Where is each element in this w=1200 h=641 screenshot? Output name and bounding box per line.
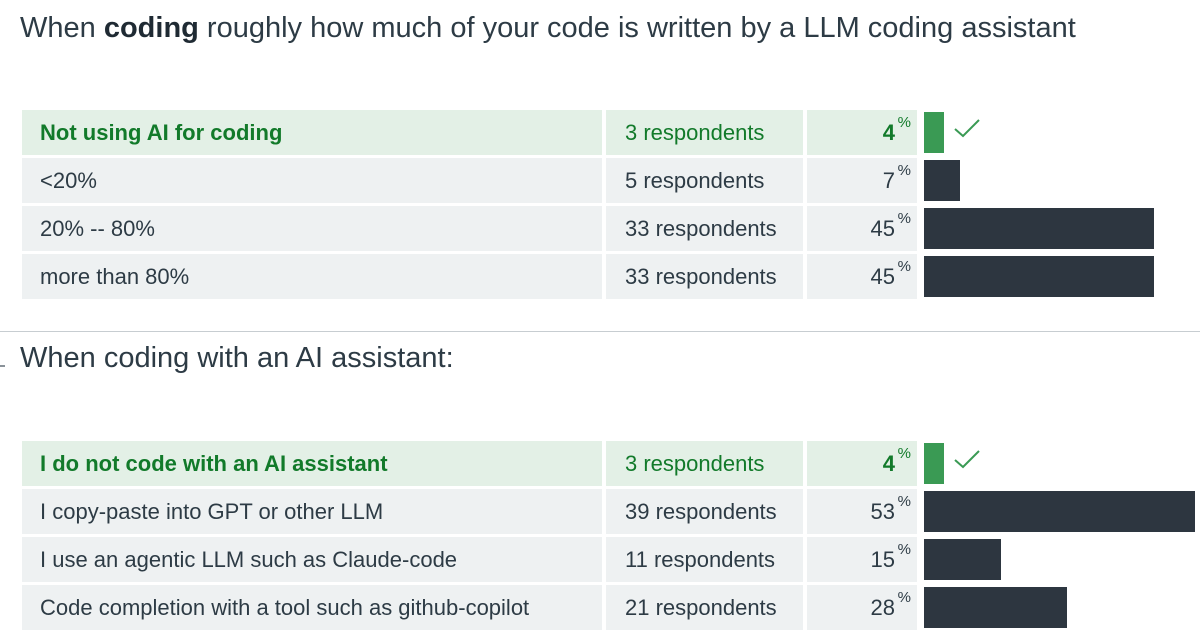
percent-sign: % (897, 493, 911, 510)
percent-sign: % (897, 541, 911, 558)
percent-bar (924, 443, 944, 484)
answer-label: Not using AI for coding (22, 110, 602, 155)
percent-sign: % (897, 114, 911, 131)
percent-sign: % (897, 210, 911, 227)
answer-row: Not using AI for coding 3 respondents 4% (22, 110, 1200, 158)
percent-cell: 45% (807, 254, 917, 299)
percent-value: 4 (882, 120, 895, 145)
respondent-count: 3 respondents (606, 110, 803, 155)
percent-value: 45 (870, 216, 895, 241)
answer-row: more than 80% 33 respondents 45% (22, 254, 1200, 302)
question-1-title-bold: coding (103, 12, 199, 44)
question-2-title: When coding with an AI assistant: (20, 340, 454, 376)
percent-cell: 4% (807, 441, 917, 486)
answer-row: <20% 5 respondents 7% (22, 158, 1200, 206)
question-1-title-prefix: When (20, 12, 104, 44)
answer-label: I use an agentic LLM such as Claude-code (22, 537, 602, 582)
question-2-title-prefix: When coding with an AI assistant: (20, 342, 454, 374)
question-1-title-suffix: roughly how much of your code is written… (198, 12, 1076, 44)
percent-sign: % (897, 162, 911, 179)
section-marker (0, 365, 5, 367)
answer-label: Code completion with a tool such as gith… (22, 585, 602, 630)
respondent-count: 3 respondents (606, 441, 803, 486)
respondent-count: 21 respondents (606, 585, 803, 630)
percent-bar (924, 160, 960, 201)
percent-cell: 7% (807, 158, 917, 203)
checkmark-icon (954, 119, 980, 138)
percent-bar (924, 112, 944, 153)
percent-cell: 45% (807, 206, 917, 251)
checkmark-icon (954, 450, 980, 469)
percent-bar (924, 491, 1195, 532)
answer-row: 20% -- 80% 33 respondents 45% (22, 206, 1200, 254)
percent-value: 28 (870, 595, 895, 620)
answer-row: I do not code with an AI assistant 3 resp… (22, 441, 1200, 489)
answer-label: <20% (22, 158, 602, 203)
answer-label: I do not code with an AI assistant (22, 441, 602, 486)
percent-value: 4 (882, 451, 895, 476)
percent-bar (924, 256, 1154, 297)
respondent-count: 33 respondents (606, 206, 803, 251)
question-1-title: When coding roughly how much of your cod… (20, 10, 1076, 46)
percent-bar (924, 208, 1154, 249)
section-divider (0, 331, 1200, 332)
respondent-count: 39 respondents (606, 489, 803, 534)
percent-cell: 53% (807, 489, 917, 534)
answer-label: more than 80% (22, 254, 602, 299)
answer-row: I use an agentic LLM such as Claude-code… (22, 537, 1200, 585)
percent-cell: 15% (807, 537, 917, 582)
answer-label: I copy-paste into GPT or other LLM (22, 489, 602, 534)
answer-row: I copy-paste into GPT or other LLM 39 res… (22, 489, 1200, 537)
percent-value: 15 (870, 547, 895, 572)
percent-bar (924, 587, 1067, 628)
percent-value: 7 (882, 168, 895, 193)
respondent-count: 5 respondents (606, 158, 803, 203)
answer-label: 20% -- 80% (22, 206, 602, 251)
percent-cell: 28% (807, 585, 917, 630)
respondent-count: 33 respondents (606, 254, 803, 299)
percent-bar (924, 539, 1001, 580)
answer-row: Code completion with a tool such as gith… (22, 585, 1200, 633)
percent-cell: 4% (807, 110, 917, 155)
question-2-results: I do not code with an AI assistant 3 resp… (22, 441, 1200, 633)
percent-value: 53 (870, 499, 895, 524)
percent-sign: % (897, 258, 911, 275)
percent-sign: % (897, 445, 911, 462)
respondent-count: 11 respondents (606, 537, 803, 582)
percent-value: 45 (870, 264, 895, 289)
question-1-results: Not using AI for coding 3 respondents 4% <2… (22, 110, 1200, 302)
percent-sign: % (897, 589, 911, 606)
